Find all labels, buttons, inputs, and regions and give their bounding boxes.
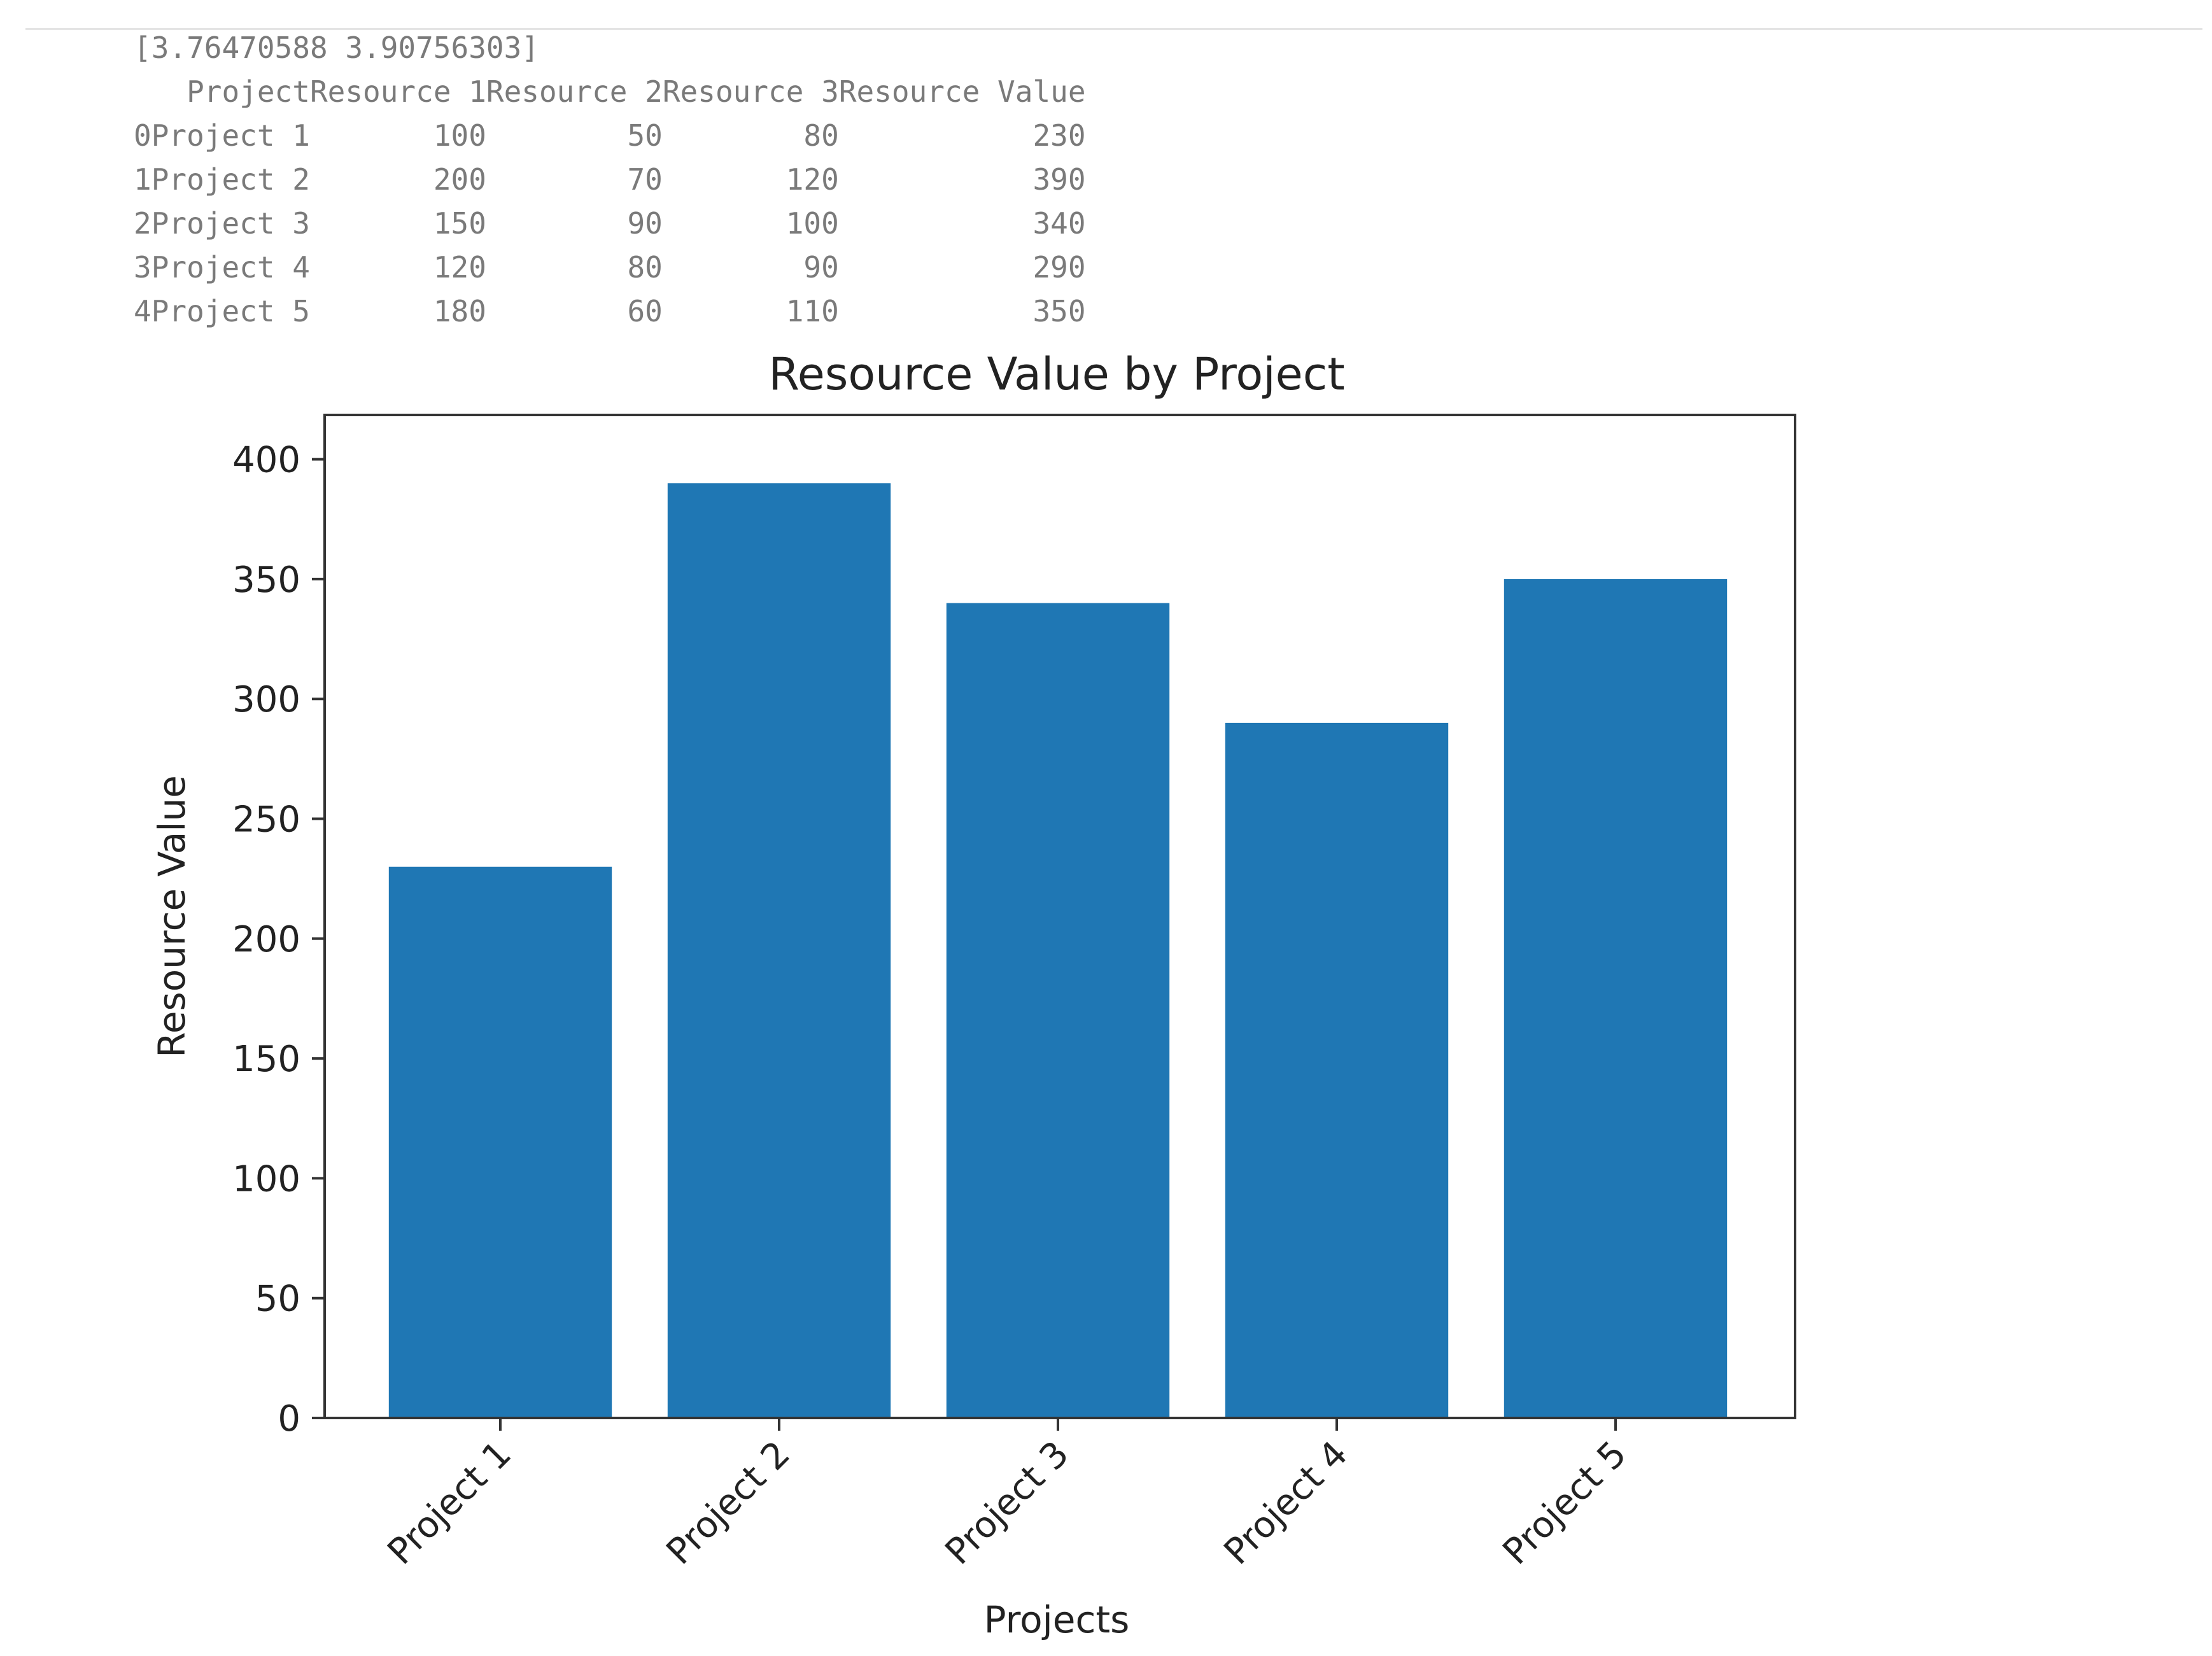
column-header-resource-2: Resource 2 (486, 74, 663, 109)
cell-resource-2: 60 (627, 294, 663, 328)
cell-resource-2: 70 (627, 162, 663, 197)
column-header-resource-1: Resource 1 (309, 74, 486, 109)
row-index: 0 (134, 118, 151, 153)
cell-resource-value: 390 (1032, 162, 1086, 197)
table-header-row: Project Resource 1 Resource 2 Resource 3… (134, 70, 1086, 114)
x-tick-label: Project 2 (659, 1433, 798, 1573)
cell-project: Project 3 (151, 206, 310, 241)
row-index: 4 (134, 294, 151, 328)
y-axis: 0 50 100 150 200 250 300 350 400 (232, 440, 325, 1440)
cell-resource-3: 90 (803, 250, 839, 284)
bar (1504, 579, 1728, 1418)
cell-resource-1: 120 (433, 250, 486, 284)
y-tick-label: 300 (232, 679, 300, 720)
table-row: 2 Project 3 150 90 100 340 (134, 202, 1086, 246)
cell-output: [3.76470588 3.90756303] Project Resource… (134, 25, 1086, 328)
row-index: 1 (134, 162, 151, 197)
row-index: 3 (134, 250, 151, 284)
plot-frame (323, 414, 1796, 1419)
cell-resource-2: 50 (627, 118, 663, 153)
column-header-project: Project (187, 74, 310, 109)
bar-series (388, 483, 1728, 1418)
cell-resource-1: 180 (433, 294, 486, 328)
cell-resource-value: 350 (1032, 294, 1086, 328)
cell-resource-2: 80 (627, 250, 663, 284)
cell-project: Project 1 (151, 118, 310, 153)
column-header-resource-3: Resource 3 (662, 74, 839, 109)
table-row: 3 Project 4 120 80 90 290 (134, 246, 1086, 290)
cell-resource-3: 80 (803, 118, 839, 153)
bar (667, 483, 891, 1418)
x-tick-label: Project 4 (1216, 1433, 1356, 1573)
cell-project: Project 2 (151, 162, 310, 197)
y-tick-label: 350 (232, 559, 300, 601)
cell-project: Project 5 (151, 294, 310, 328)
chart-title: Resource Value by Project (768, 348, 1344, 400)
bar (388, 866, 612, 1418)
cell-resource-3: 110 (785, 294, 839, 328)
cell-resource-2: 90 (627, 206, 663, 241)
array-output: [3.76470588 3.90756303] (134, 31, 539, 65)
cell-resource-1: 150 (433, 206, 486, 241)
x-axis: Project 1 Project 2 Project 3 Project 4 Proj… (380, 1418, 1635, 1573)
y-axis-label: Resource Value (150, 775, 194, 1058)
x-tick-label: Project 5 (1495, 1433, 1635, 1573)
x-tick-label: Project 3 (938, 1433, 1077, 1573)
cell-resource-3: 100 (785, 206, 839, 241)
table-row: 4 Project 5 180 60 110 350 (134, 290, 1086, 333)
y-tick-label: 400 (232, 440, 300, 481)
y-tick-label: 150 (232, 1039, 300, 1080)
bar (1225, 722, 1449, 1418)
cell-resource-value: 340 (1032, 206, 1086, 241)
cell-resource-value: 230 (1032, 118, 1086, 153)
y-tick-label: 0 (278, 1398, 300, 1440)
table-row: 1 Project 2 200 70 120 390 (134, 158, 1086, 202)
cell-divider (25, 28, 2202, 30)
dataframe-table: Project Resource 1 Resource 2 Resource 3… (134, 70, 1086, 333)
bar (946, 603, 1170, 1418)
table-row: 0 Project 1 100 50 80 230 (134, 114, 1086, 158)
column-header-resource-value: Resource Value (838, 74, 1086, 109)
cell-resource-3: 120 (785, 162, 839, 197)
y-tick-label: 200 (232, 919, 300, 960)
cell-resource-value: 290 (1032, 250, 1086, 284)
y-tick-label: 50 (255, 1279, 300, 1320)
row-index: 2 (134, 206, 151, 241)
y-tick-label: 250 (232, 799, 300, 840)
cell-resource-1: 200 (433, 162, 486, 197)
x-tick-label: Project 1 (380, 1433, 519, 1573)
x-axis-label: Projects (984, 1598, 1130, 1641)
y-tick-label: 100 (232, 1158, 300, 1200)
cell-project: Project 4 (151, 250, 310, 284)
cell-resource-1: 100 (433, 118, 486, 153)
